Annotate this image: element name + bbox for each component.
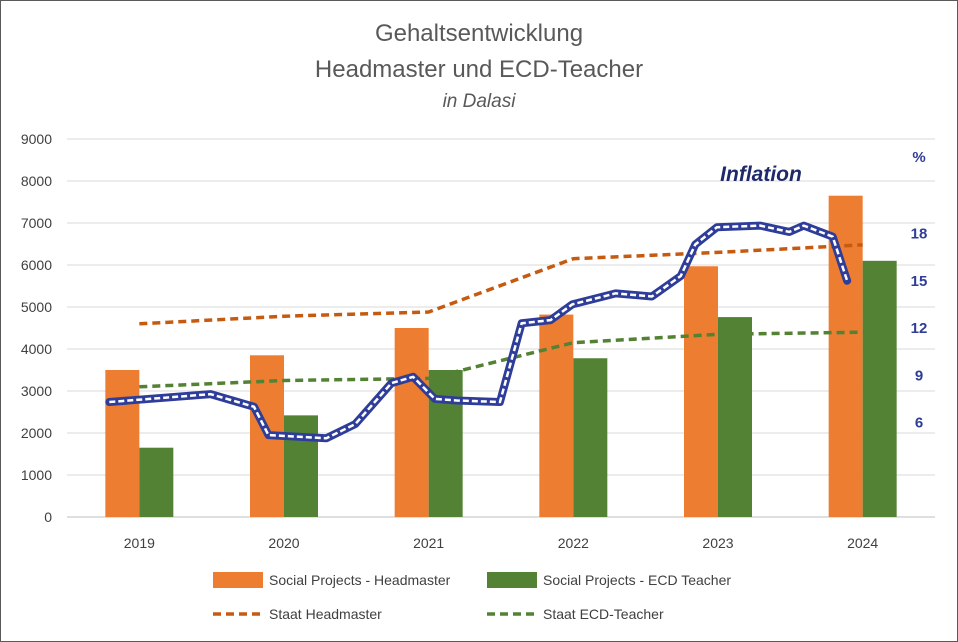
bar	[428, 370, 463, 517]
secondary-y-tick-label: 9	[915, 367, 923, 384]
bar	[284, 415, 318, 517]
y-tick-label: 9000	[21, 131, 52, 147]
secondary-axis-unit: %	[912, 149, 925, 166]
gridlines	[67, 138, 935, 518]
bar	[684, 266, 718, 517]
inflation-label: Inflation	[720, 163, 802, 186]
y-tick-label: 3000	[21, 383, 52, 399]
y-tick-label: 8000	[21, 173, 52, 189]
legend-label: Social Projects - Headmaster	[269, 572, 451, 588]
x-tick-label: 2022	[558, 535, 589, 551]
bar	[394, 328, 429, 517]
secondary-y-tick-label: 6	[915, 415, 923, 432]
y-tick-label: 4000	[21, 341, 52, 357]
chart-subtitle: in Dalasi	[442, 91, 516, 112]
y-tick-label: 5000	[21, 299, 52, 315]
lines-layer	[105, 221, 863, 443]
y-tick-label: 7000	[21, 215, 52, 231]
series-line	[139, 330, 863, 389]
x-tick-label: 2024	[847, 535, 878, 551]
inflation-line-inner	[109, 224, 849, 440]
chart-title: Gehaltsentwicklung	[374, 20, 584, 47]
x-tick-label: 2021	[413, 535, 444, 551]
x-tick-label: 2019	[124, 535, 155, 551]
bars-layer	[105, 195, 897, 517]
bar	[139, 447, 174, 517]
legend-swatch	[213, 572, 263, 588]
bar	[105, 370, 140, 517]
x-tick-label: 2020	[268, 535, 299, 551]
y-tick-label: 6000	[21, 257, 52, 273]
legend-label: Social Projects - ECD Teacher	[543, 572, 731, 588]
secondary-y-tick-label: 12	[911, 320, 928, 337]
y-tick-label: 2000	[21, 425, 52, 441]
legend-swatch	[487, 572, 537, 588]
secondary-y-tick-label: 15	[911, 273, 928, 290]
chart-title-line2: Headmaster und ECD-Teacher	[314, 56, 644, 83]
bar	[718, 317, 752, 517]
series-line	[139, 243, 863, 326]
legend-label: Staat Headmaster	[269, 606, 382, 622]
axes-layer: 0 1000 2000 3000 4000 5000 6000 7000 8000 9000 201…	[21, 131, 928, 551]
y-tick-label: 1000	[21, 467, 52, 483]
x-tick-label: 2023	[702, 535, 733, 551]
secondary-y-tick-label: 18	[911, 226, 928, 243]
bar	[573, 358, 608, 517]
legend-label: Staat ECD-Teacher	[543, 606, 664, 622]
legend: Social Projects - Headmaster Social Proje…	[213, 572, 731, 622]
bar	[862, 260, 897, 517]
y-tick-label: 0	[44, 509, 52, 525]
